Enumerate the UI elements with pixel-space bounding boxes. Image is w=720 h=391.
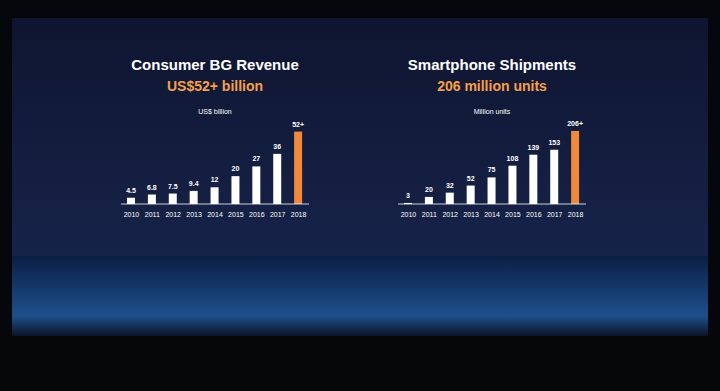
html-text:Consumer BG Revenue: Consumer BG Revenue bbox=[131, 56, 299, 73]
svg-text:2017: 2017 bbox=[270, 211, 286, 218]
svg-text:75: 75 bbox=[488, 166, 496, 173]
svg-text:153: 153 bbox=[548, 139, 560, 146]
svg-text:2015: 2015 bbox=[228, 211, 244, 218]
svg-text:7.5: 7.5 bbox=[168, 183, 178, 190]
svg-text:108: 108 bbox=[507, 155, 519, 162]
svg-text:2013: 2013 bbox=[186, 211, 202, 218]
svg-text:52: 52 bbox=[467, 175, 475, 182]
svg-text:2010: 2010 bbox=[124, 211, 140, 218]
svg-text:3: 3 bbox=[406, 192, 410, 199]
svg-text:2016: 2016 bbox=[249, 211, 265, 218]
svg-text:2010: 2010 bbox=[401, 211, 417, 218]
svg-text:27: 27 bbox=[252, 155, 260, 162]
svg-text:20: 20 bbox=[425, 186, 433, 193]
svg-text:2017: 2017 bbox=[547, 211, 563, 218]
svg-text:12: 12 bbox=[211, 176, 219, 183]
svg-text:2012: 2012 bbox=[442, 211, 458, 218]
svg-text:20: 20 bbox=[232, 165, 240, 172]
svg-text:2015: 2015 bbox=[505, 211, 521, 218]
svg-text:2016: 2016 bbox=[526, 211, 542, 218]
svg-text:9.4: 9.4 bbox=[189, 180, 199, 187]
html-text:Smartphone Shipments: Smartphone Shipments bbox=[407, 56, 577, 73]
html-text:US$52+ billion: US$52+ billion bbox=[167, 78, 263, 94]
svg-text:2014: 2014 bbox=[484, 211, 500, 218]
svg-text:2018: 2018 bbox=[291, 211, 307, 218]
svg-text:4.5: 4.5 bbox=[126, 187, 136, 194]
svg-text:52+: 52+ bbox=[292, 121, 304, 128]
svg-text:2018: 2018 bbox=[568, 211, 584, 218]
svg-text:32: 32 bbox=[446, 182, 454, 189]
svg-text:2011: 2011 bbox=[145, 211, 160, 218]
html-text:US$ billion: US$ billion bbox=[198, 108, 232, 115]
html-text:206 million units: 206 million units bbox=[437, 78, 547, 94]
svg-text:2012: 2012 bbox=[165, 211, 181, 218]
svg-text:6.8: 6.8 bbox=[147, 184, 157, 191]
svg-text:2013: 2013 bbox=[463, 211, 479, 218]
svg-text:2011: 2011 bbox=[422, 211, 437, 218]
html-text:Million units: Million units bbox=[473, 108, 511, 115]
svg-text:2014: 2014 bbox=[207, 211, 223, 218]
svg-text:139: 139 bbox=[527, 144, 539, 151]
svg-text:206+: 206+ bbox=[567, 120, 583, 127]
svg-text:36: 36 bbox=[273, 143, 281, 150]
